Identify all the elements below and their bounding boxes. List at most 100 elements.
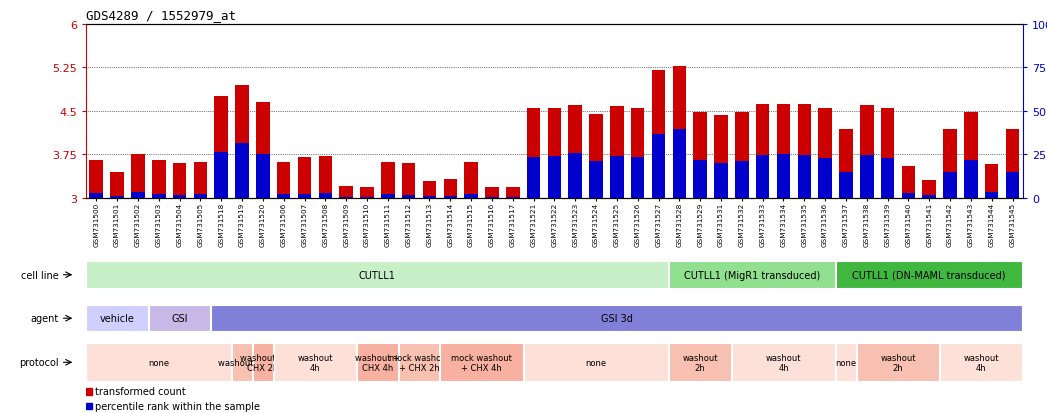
Bar	[569, 106, 582, 198]
Bar	[152, 195, 165, 198]
Bar	[194, 162, 207, 198]
Bar	[589, 161, 603, 198]
FancyBboxPatch shape	[232, 344, 252, 381]
Bar	[672, 66, 686, 198]
FancyBboxPatch shape	[253, 344, 272, 381]
Bar	[527, 109, 540, 198]
Text: cell line: cell line	[21, 270, 59, 280]
Bar	[589, 114, 603, 198]
Bar	[756, 155, 770, 198]
Bar	[464, 195, 477, 198]
FancyBboxPatch shape	[732, 344, 836, 381]
Text: mock washout
+ CHX 2h: mock washout + CHX 2h	[388, 353, 449, 372]
Bar	[381, 195, 395, 198]
FancyBboxPatch shape	[856, 344, 939, 381]
Text: CUTLL1: CUTLL1	[359, 270, 396, 280]
FancyBboxPatch shape	[836, 262, 1022, 288]
FancyBboxPatch shape	[274, 344, 356, 381]
Bar	[693, 161, 707, 198]
Bar	[860, 156, 873, 198]
FancyBboxPatch shape	[669, 262, 836, 288]
Bar	[86, 388, 92, 395]
Bar	[985, 165, 999, 198]
Text: washout
2h: washout 2h	[881, 353, 916, 372]
Bar	[506, 188, 519, 198]
Bar	[276, 162, 290, 198]
Text: CUTLL1 (MigR1 transduced): CUTLL1 (MigR1 transduced)	[684, 270, 821, 280]
Text: washout
4h: washout 4h	[765, 353, 801, 372]
Text: washout
4h: washout 4h	[297, 353, 333, 372]
FancyBboxPatch shape	[211, 305, 1022, 332]
Bar	[735, 161, 749, 198]
Bar	[131, 192, 144, 198]
Text: washout +
CHX 4h: washout + CHX 4h	[355, 353, 400, 372]
Bar	[735, 113, 749, 198]
Bar	[339, 187, 353, 198]
Bar	[756, 104, 770, 198]
Text: washout +
CHX 2h: washout + CHX 2h	[241, 353, 286, 372]
Bar	[610, 107, 624, 198]
Bar	[485, 188, 498, 198]
Text: washout
4h: washout 4h	[963, 353, 999, 372]
Text: washout 2h: washout 2h	[218, 358, 266, 367]
Bar	[236, 144, 249, 198]
FancyBboxPatch shape	[836, 344, 855, 381]
Bar	[881, 159, 894, 198]
Bar	[631, 109, 645, 198]
Bar	[693, 113, 707, 198]
Bar	[839, 172, 852, 198]
Bar	[672, 130, 686, 198]
Text: percentile rank within the sample: percentile rank within the sample	[94, 401, 260, 411]
Bar	[215, 153, 228, 198]
FancyBboxPatch shape	[86, 262, 668, 288]
Bar	[901, 193, 915, 198]
FancyBboxPatch shape	[399, 344, 440, 381]
Bar	[89, 161, 103, 198]
Bar	[922, 196, 936, 198]
Bar	[819, 109, 832, 198]
Bar	[569, 154, 582, 198]
Bar	[839, 130, 852, 198]
Bar	[777, 104, 790, 198]
Bar	[631, 158, 645, 198]
Text: none: none	[836, 358, 856, 367]
Bar	[89, 194, 103, 198]
Text: washout
2h: washout 2h	[683, 353, 718, 372]
Bar	[714, 164, 728, 198]
Bar	[506, 197, 519, 198]
Bar	[527, 158, 540, 198]
Bar	[360, 188, 374, 198]
Bar	[964, 113, 978, 198]
Text: CUTLL1 (DN-MAML transduced): CUTLL1 (DN-MAML transduced)	[852, 270, 1006, 280]
Bar	[381, 162, 395, 198]
FancyBboxPatch shape	[86, 305, 148, 332]
FancyBboxPatch shape	[357, 344, 398, 381]
Bar	[548, 109, 561, 198]
Bar	[651, 135, 665, 198]
Bar	[110, 196, 124, 198]
Text: GSI: GSI	[172, 313, 187, 323]
Bar	[798, 155, 811, 198]
Bar	[548, 157, 561, 198]
Bar	[901, 166, 915, 198]
Bar	[318, 157, 332, 198]
Bar	[360, 197, 374, 198]
Text: none: none	[149, 358, 170, 367]
Bar	[152, 161, 165, 198]
Bar	[943, 130, 957, 198]
FancyBboxPatch shape	[940, 344, 1022, 381]
Bar	[173, 164, 186, 198]
Bar	[798, 104, 811, 198]
Bar	[860, 106, 873, 198]
FancyBboxPatch shape	[441, 344, 522, 381]
Bar	[86, 403, 92, 409]
Bar	[423, 197, 437, 198]
Bar	[402, 164, 416, 198]
Bar	[318, 194, 332, 198]
Bar	[110, 172, 124, 198]
Bar	[881, 109, 894, 198]
Bar	[402, 195, 416, 198]
Bar	[297, 158, 311, 198]
Bar	[276, 195, 290, 198]
Bar	[131, 155, 144, 198]
